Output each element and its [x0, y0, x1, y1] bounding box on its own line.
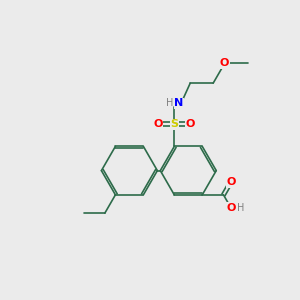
Text: N: N — [174, 98, 183, 108]
Text: O: O — [186, 119, 195, 129]
Text: O: O — [220, 58, 229, 68]
Text: O: O — [226, 202, 236, 213]
Text: O: O — [226, 177, 236, 187]
Text: O: O — [153, 119, 163, 129]
Text: S: S — [170, 119, 178, 129]
Text: H: H — [237, 202, 244, 213]
Text: H: H — [166, 98, 173, 108]
